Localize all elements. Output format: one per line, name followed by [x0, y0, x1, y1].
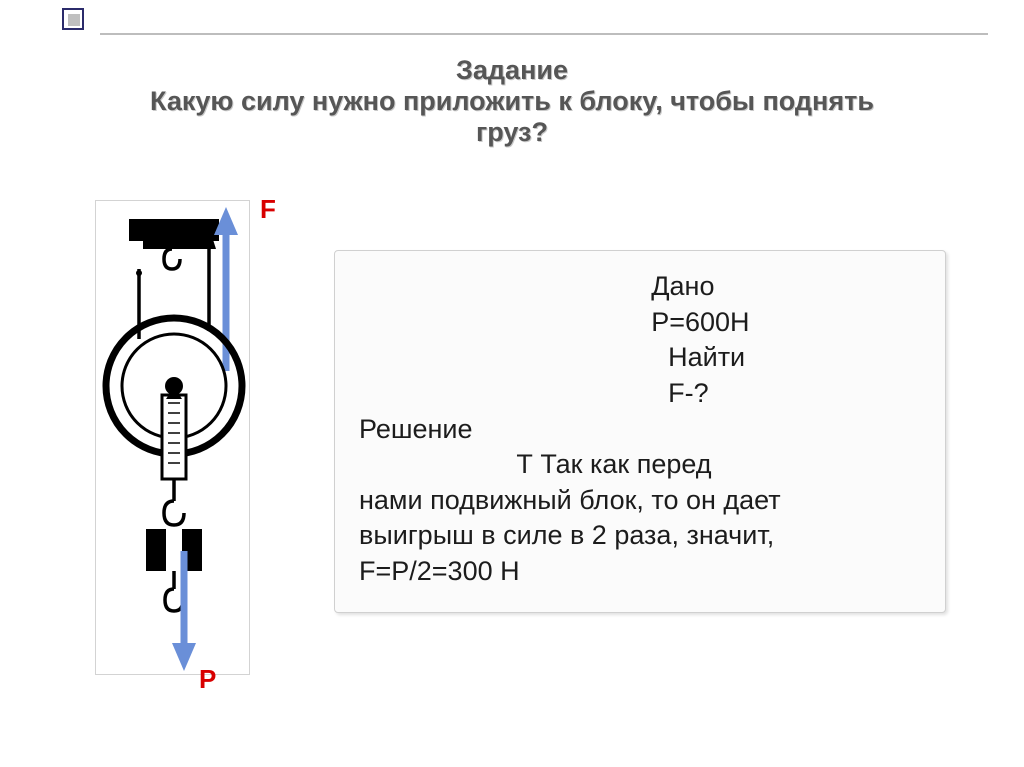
given-value: P=600Н: [359, 305, 921, 341]
pulley-svg: [96, 201, 249, 674]
given-header: Дано: [359, 269, 921, 305]
find-value: F-?: [359, 376, 921, 412]
title-line-1: Задание: [70, 55, 954, 86]
force-label-P: P: [199, 664, 216, 695]
slide: Задание Какую силу нужно приложить к бло…: [0, 0, 1024, 767]
solution-body-1: Т Так как перед: [359, 447, 921, 483]
pulley-diagram: [95, 200, 250, 675]
title-line-2: Какую силу нужно приложить к блоку, чтоб…: [70, 86, 954, 117]
force-label-F: F: [260, 194, 276, 225]
header-decoration: [0, 0, 1024, 50]
solution-box: Дано P=600Н Найти F-? Решение Т Так как …: [334, 250, 946, 613]
deco-line: [100, 33, 988, 35]
find-header: Найти: [359, 340, 921, 376]
solution-body-3: выигрыш в силе в 2 раза, значит,: [359, 518, 921, 554]
title-block: Задание Какую силу нужно приложить к бло…: [70, 55, 954, 148]
solution-body-4: F=P/2=300 Н: [359, 554, 921, 590]
solution-body-2: нами подвижный блок, то он дает: [359, 483, 921, 519]
solution-header: Решение: [359, 412, 921, 448]
deco-square-inner: [68, 14, 80, 26]
title-line-3: груз?: [70, 117, 954, 148]
